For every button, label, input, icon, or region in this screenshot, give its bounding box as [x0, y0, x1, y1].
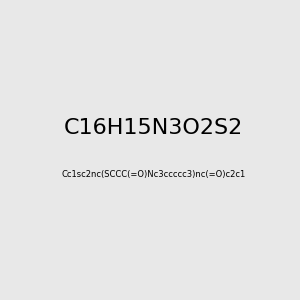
Text: Cc1sc2nc(SCCC(=O)Nc3ccccc3)nc(=O)c2c1: Cc1sc2nc(SCCC(=O)Nc3ccccc3)nc(=O)c2c1 [61, 170, 246, 179]
Text: C16H15N3O2S2: C16H15N3O2S2 [64, 118, 243, 138]
